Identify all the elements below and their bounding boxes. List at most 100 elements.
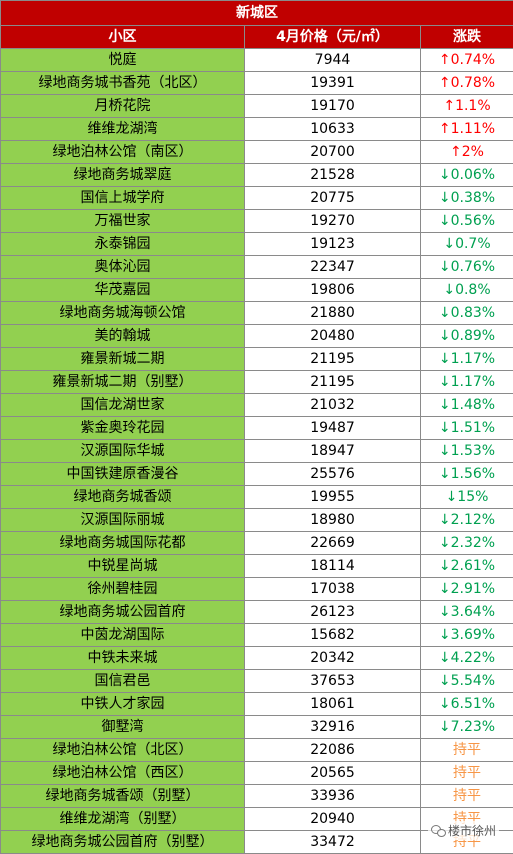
change-cell: ↓0.83% <box>419 301 513 325</box>
change-cell: 持平 <box>419 761 513 785</box>
community-name-cell: 绿地商务城公园首府（别墅） <box>0 830 245 854</box>
community-name-cell: 中锐星尚城 <box>0 554 245 578</box>
price-cell: 19955 <box>244 485 421 509</box>
table-row: 绿地商务城书香苑（北区） 19391 ↑0.78% <box>0 71 513 95</box>
community-name-cell: 绿地商务城香颂 <box>0 485 245 509</box>
change-cell: ↑2% <box>419 140 513 164</box>
table-row: 奥体沁园 22347 ↓0.76% <box>0 255 513 279</box>
table-row: 紫金奥玲花园 19487 ↓1.51% <box>0 416 513 440</box>
price-cell: 20775 <box>244 186 421 210</box>
price-cell: 20342 <box>244 646 421 670</box>
change-cell: ↓7.23% <box>419 715 513 739</box>
community-name-cell: 绿地商务城书香苑（北区） <box>0 71 245 95</box>
price-cell: 17038 <box>244 577 421 601</box>
table-row: 绿地商务城国际花都 22669 ↓2.32% <box>0 531 513 555</box>
change-cell: 持平 <box>419 784 513 808</box>
price-cell: 22347 <box>244 255 421 279</box>
price-cell: 26123 <box>244 600 421 624</box>
community-name-cell: 中茵龙湖国际 <box>0 623 245 647</box>
community-name-cell: 国信上城学府 <box>0 186 245 210</box>
price-cell: 10633 <box>244 117 421 141</box>
community-name-cell: 绿地泊林公馆（南区） <box>0 140 245 164</box>
community-name-cell: 雍景新城二期（别墅） <box>0 370 245 394</box>
community-name-cell: 绿地泊林公馆（西区） <box>0 761 245 785</box>
table-body: 悦庭 7944 ↑0.74% 绿地商务城书香苑（北区） 19391 ↑0.78% 月桥花院 1… <box>0 48 513 854</box>
table-row: 中茵龙湖国际 15682 ↓3.69% <box>0 623 513 647</box>
column-header-price: 4月价格（元/㎡） <box>244 25 421 49</box>
column-header-name: 小区 <box>0 25 245 49</box>
change-cell: ↓6.51% <box>419 692 513 716</box>
table-row: 徐州碧桂园 17038 ↓2.91% <box>0 577 513 601</box>
price-cell: 25576 <box>244 462 421 486</box>
community-name-cell: 奥体沁园 <box>0 255 245 279</box>
table-row: 绿地商务城香颂 19955 ↓15% <box>0 485 513 509</box>
table-row: 国信龙湖世家 21032 ↓1.48% <box>0 393 513 417</box>
change-cell: ↓0.76% <box>419 255 513 279</box>
community-name-cell: 汉源国际丽城 <box>0 508 245 532</box>
change-cell: ↓5.54% <box>419 669 513 693</box>
watermark: 楼市徐州 <box>427 821 499 840</box>
watermark-text: 楼市徐州 <box>447 824 496 838</box>
price-cell: 33936 <box>244 784 421 808</box>
price-cell: 19123 <box>244 232 421 256</box>
table-row: 国信上城学府 20775 ↓0.38% <box>0 186 513 210</box>
price-cell: 22669 <box>244 531 421 555</box>
community-name-cell: 御墅湾 <box>0 715 245 739</box>
community-name-cell: 维维龙湖湾 <box>0 117 245 141</box>
community-name-cell: 中铁未来城 <box>0 646 245 670</box>
change-cell: ↓0.7% <box>419 232 513 256</box>
price-cell: 21880 <box>244 301 421 325</box>
change-cell: ↑0.78% <box>419 71 513 95</box>
price-cell: 19170 <box>244 94 421 118</box>
price-cell: 21195 <box>244 370 421 394</box>
change-cell: ↓1.56% <box>419 462 513 486</box>
community-name-cell: 绿地泊林公馆（北区） <box>0 738 245 762</box>
community-name-cell: 绿地商务城翠庭 <box>0 163 245 187</box>
price-cell: 18114 <box>244 554 421 578</box>
price-cell: 7944 <box>244 48 421 72</box>
change-cell: ↓2.12% <box>419 508 513 532</box>
price-cell: 18947 <box>244 439 421 463</box>
community-name-cell: 美的翰城 <box>0 324 245 348</box>
table-row: 绿地商务城翠庭 21528 ↓0.06% <box>0 163 513 187</box>
table-row: 中铁未来城 20342 ↓4.22% <box>0 646 513 670</box>
price-cell: 37653 <box>244 669 421 693</box>
price-cell: 18061 <box>244 692 421 716</box>
table-row: 绿地泊林公馆（西区） 20565 持平 <box>0 761 513 785</box>
price-cell: 33472 <box>244 830 421 854</box>
table-row: 国信君邑 37653 ↓5.54% <box>0 669 513 693</box>
change-cell: ↓0.89% <box>419 324 513 348</box>
table-row: 雍景新城二期（别墅） 21195 ↓1.17% <box>0 370 513 394</box>
community-name-cell: 紫金奥玲花园 <box>0 416 245 440</box>
community-name-cell: 悦庭 <box>0 48 245 72</box>
table-row: 中国铁建原香漫谷 25576 ↓1.56% <box>0 462 513 486</box>
price-cell: 21195 <box>244 347 421 371</box>
table-title-row: 新城区 <box>0 0 513 26</box>
community-name-cell: 国信君邑 <box>0 669 245 693</box>
community-name-cell: 中铁人才家园 <box>0 692 245 716</box>
change-cell: ↓1.51% <box>419 416 513 440</box>
community-name-cell: 绿地商务城公园首府 <box>0 600 245 624</box>
price-cell: 20700 <box>244 140 421 164</box>
table-row: 绿地泊林公馆（南区） 20700 ↑2% <box>0 140 513 164</box>
community-name-cell: 雍景新城二期 <box>0 347 245 371</box>
change-cell: ↓4.22% <box>419 646 513 670</box>
price-cell: 21528 <box>244 163 421 187</box>
table-row: 中铁人才家园 18061 ↓6.51% <box>0 692 513 716</box>
price-cell: 32916 <box>244 715 421 739</box>
change-cell: ↓0.06% <box>419 163 513 187</box>
table-title: 新城区 <box>0 0 513 26</box>
community-name-cell: 华茂嘉园 <box>0 278 245 302</box>
price-cell: 15682 <box>244 623 421 647</box>
price-cell: 19806 <box>244 278 421 302</box>
community-name-cell: 汉源国际华城 <box>0 439 245 463</box>
community-name-cell: 徐州碧桂园 <box>0 577 245 601</box>
table-row: 绿地泊林公馆（北区） 22086 持平 <box>0 738 513 762</box>
price-cell: 19270 <box>244 209 421 233</box>
wechat-icon <box>430 825 446 837</box>
community-name-cell: 绿地商务城国际花都 <box>0 531 245 555</box>
change-cell: ↓1.17% <box>419 347 513 371</box>
table-header-row: 小区 4月价格（元/㎡） 涨跌 <box>0 25 513 49</box>
price-cell: 18980 <box>244 508 421 532</box>
